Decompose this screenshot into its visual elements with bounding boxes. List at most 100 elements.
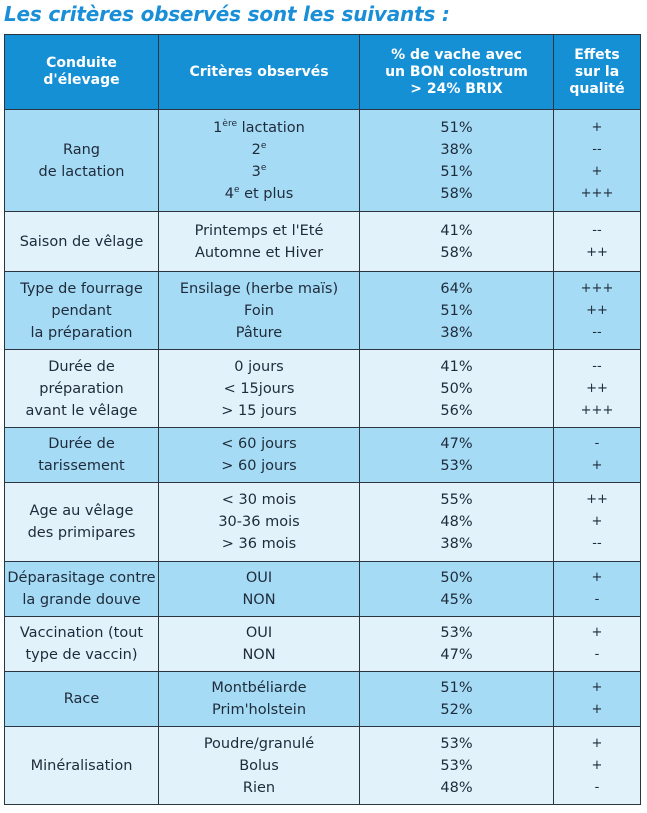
percent-value: 47%	[440, 647, 473, 663]
percent-value: 41%	[440, 222, 473, 239]
table-body: Rang de lactation 1ère lactation 2e 3e 4e et …	[4, 109, 641, 805]
table-row: Minéralisation Poudre/granulé Bolus Rien 53%…	[4, 726, 641, 805]
effet-cell: ++ + --	[553, 482, 641, 562]
critere-cell: 0 jours < 15jours > 15 jours	[158, 349, 360, 428]
effet-cell: + + -	[553, 726, 641, 805]
conduite-cell: Race	[4, 671, 159, 727]
conduite-text: type de vaccin)	[25, 647, 138, 663]
table-row: Vaccination (tout type de vaccin) OUI NON 53…	[4, 616, 641, 672]
critere-number: 3	[251, 163, 261, 180]
conduite-cell: Saison de vêlage	[4, 211, 159, 272]
header-text: Critères observés	[189, 63, 329, 80]
conduite-text: Race	[63, 691, 100, 707]
conduite-text: Durée de	[48, 436, 115, 452]
critere-text: Printemps et l'Eté	[194, 222, 324, 239]
percent-value: 47%	[440, 436, 473, 452]
percent-cell: 53% 53% 48%	[359, 726, 554, 805]
header-text: Effets	[574, 46, 620, 63]
critere-text: Montbéliarde	[211, 680, 307, 696]
critere-number: 2	[251, 141, 261, 158]
table-row: Saison de vêlage Printemps et l'Eté Automn…	[4, 211, 641, 272]
table-row: Age au vêlage des primipares < 30 mois 30-3…	[4, 482, 641, 562]
critere-ordinal-suffix: ère	[222, 118, 237, 129]
critere-text: Prim'holstein	[211, 702, 307, 718]
conduite-text: pendant	[51, 302, 112, 319]
effet-value: --	[592, 141, 602, 157]
percent-value: 51%	[440, 680, 473, 696]
percent-value: 38%	[440, 324, 473, 341]
critere-text: Pâture	[235, 324, 283, 341]
conduite-text: préparation	[39, 380, 124, 397]
effet-value: ++	[586, 380, 608, 396]
critere-text: > 36 mois	[221, 536, 297, 552]
effet-value: +++	[580, 185, 614, 201]
percent-cell: 41% 58%	[359, 211, 554, 272]
critere-text: < 15jours	[223, 380, 295, 397]
percent-value: 64%	[440, 280, 473, 297]
critere-number: 1	[213, 119, 223, 136]
header-text: qualité	[569, 80, 625, 97]
critere-cell: Poudre/granulé Bolus Rien	[158, 726, 360, 805]
effet-cell: + +	[553, 671, 641, 727]
conduite-text: Rang	[62, 141, 101, 158]
critere-rest: lactation	[236, 119, 305, 136]
header-effets: Effets sur la qualité	[553, 34, 641, 110]
critere-text: Ensilage (herbe maïs)	[179, 280, 339, 297]
conduite-text: Déparasitage contre	[7, 570, 156, 586]
header-text: Conduite	[46, 55, 117, 71]
percent-cell: 55% 48% 38%	[359, 482, 554, 562]
critere-cell: 1ère lactation 2e 3e 4e et plus	[158, 109, 360, 212]
effet-value: +++	[580, 280, 614, 296]
percent-value: 38%	[440, 536, 473, 552]
effet-value: --	[592, 358, 602, 374]
critere-text: Bolus	[239, 757, 279, 774]
conduite-cell: Age au vêlage des primipares	[4, 482, 159, 562]
table-row: Rang de lactation 1ère lactation 2e 3e 4e et …	[4, 109, 641, 212]
effet-cell: +++ ++ --	[553, 271, 641, 350]
header-text: sur la	[574, 63, 620, 80]
critere-text: OUI	[245, 570, 273, 586]
conduite-cell: Durée de préparation avant le vêlage	[4, 349, 159, 428]
percent-value: 58%	[440, 244, 473, 261]
percent-value: 53%	[440, 625, 473, 641]
percent-value: 50%	[440, 570, 473, 586]
effet-value: --	[592, 536, 602, 551]
table-row: Durée de préparation avant le vêlage 0 jour…	[4, 349, 641, 428]
conduite-cell: Vaccination (tout type de vaccin)	[4, 616, 159, 672]
critere-text: 3e	[159, 161, 359, 183]
critere-text: NON	[242, 647, 276, 663]
critere-rest: et plus	[239, 185, 294, 202]
effet-value: ++	[586, 302, 608, 318]
percent-value: 48%	[440, 779, 473, 796]
percent-value: 41%	[440, 358, 473, 375]
critere-text: > 60 jours	[221, 458, 297, 474]
header-conduite: Conduite d'élevage	[4, 34, 159, 110]
critere-text: Rien	[242, 779, 276, 796]
critere-cell: < 60 jours > 60 jours	[158, 427, 360, 483]
percent-value: 38%	[440, 141, 473, 158]
conduite-text: Type de fourrage	[20, 280, 143, 297]
conduite-cell: Type de fourrage pendant la préparation	[4, 271, 159, 350]
conduite-text: des primipares	[27, 525, 136, 541]
page-title: Les critères observés sont les suivants …	[4, 2, 450, 26]
critere-text: Automne et Hiver	[194, 244, 324, 261]
critere-text: NON	[242, 592, 276, 608]
effet-value: -	[594, 436, 600, 451]
effet-value: ++	[586, 244, 608, 260]
critere-number: 4	[224, 185, 234, 202]
critere-cell: OUI NON	[158, 616, 360, 672]
table-row: Déparasitage contre la grande douve OUI NON…	[4, 561, 641, 617]
critere-text: < 30 mois	[221, 492, 297, 508]
effet-value: +	[591, 625, 603, 640]
effet-value: +	[591, 119, 603, 135]
critere-text: 0 jours	[234, 358, 284, 375]
criteria-table: Conduite d'élevage Critères observés % d…	[4, 34, 641, 805]
critere-ordinal-suffix: e	[233, 184, 240, 195]
percent-cell: 50% 45%	[359, 561, 554, 617]
critere-text: 1ère lactation	[159, 117, 359, 139]
effet-cell: -- ++ +++	[553, 349, 641, 428]
conduite-cell: Durée de tarissement	[4, 427, 159, 483]
effet-value: +	[591, 514, 603, 529]
percent-cell: 64% 51% 38%	[359, 271, 554, 350]
critere-text: OUI	[245, 625, 273, 641]
